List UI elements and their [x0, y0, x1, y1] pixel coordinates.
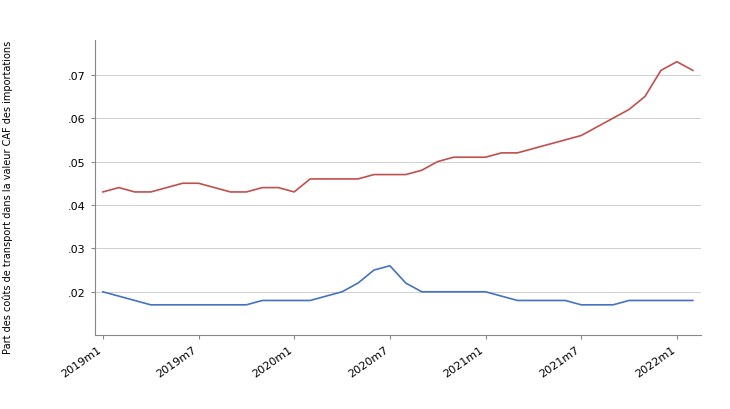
Marchandises conteneurisées — [99, 190, 107, 195]
Marchandises non conteneurisées — [545, 298, 553, 303]
Marchandises conteneurisées — [418, 169, 426, 173]
Marchandises non conteneurisées — [178, 303, 187, 308]
Marchandises non conteneurisées — [434, 290, 442, 294]
Line: Marchandises conteneurisées: Marchandises conteneurisées — [103, 63, 693, 193]
Marchandises conteneurisées — [178, 181, 187, 186]
Marchandises non conteneurisées — [210, 303, 219, 308]
Marchandises non conteneurisées — [385, 264, 394, 269]
Marchandises conteneurisées — [194, 181, 203, 186]
Marchandises non conteneurisées — [577, 303, 585, 308]
Marchandises conteneurisées — [609, 117, 618, 121]
Marchandises conteneurisées — [465, 155, 474, 160]
Marchandises conteneurisées — [593, 125, 602, 130]
Marchandises non conteneurisées — [513, 298, 522, 303]
Marchandises conteneurisées — [290, 190, 299, 195]
Marchandises non conteneurisées — [688, 298, 697, 303]
Marchandises conteneurisées — [672, 60, 681, 65]
Marchandises conteneurisées — [577, 134, 585, 139]
Marchandises conteneurisées — [242, 190, 251, 195]
Marchandises conteneurisées — [641, 95, 650, 100]
Marchandises non conteneurisées — [672, 298, 681, 303]
Marchandises non conteneurisées — [641, 298, 650, 303]
Marchandises conteneurisées — [210, 186, 219, 191]
Marchandises non conteneurisées — [99, 290, 107, 294]
Marchandises non conteneurisées — [146, 303, 155, 308]
Marchandises non conteneurisées — [593, 303, 602, 308]
Marchandises conteneurisées — [131, 190, 139, 195]
Marchandises non conteneurisées — [274, 298, 283, 303]
Marchandises conteneurisées — [115, 186, 123, 191]
Marchandises non conteneurisées — [306, 298, 315, 303]
Marchandises non conteneurisées — [258, 298, 266, 303]
Marchandises conteneurisées — [497, 151, 506, 156]
Marchandises non conteneurisées — [656, 298, 665, 303]
Marchandises non conteneurisées — [131, 298, 139, 303]
Marchandises conteneurisées — [561, 138, 569, 143]
Line: Marchandises non conteneurisées: Marchandises non conteneurisées — [103, 266, 693, 305]
Marchandises conteneurisées — [545, 142, 553, 147]
Marchandises conteneurisées — [322, 177, 331, 182]
Marchandises conteneurisées — [513, 151, 522, 156]
Marchandises conteneurisées — [434, 160, 442, 164]
Marchandises non conteneurisées — [194, 303, 203, 308]
Marchandises non conteneurisées — [449, 290, 458, 294]
Marchandises conteneurisées — [656, 69, 665, 74]
Marchandises conteneurisées — [449, 155, 458, 160]
Marchandises non conteneurisées — [242, 303, 251, 308]
Marchandises non conteneurisées — [481, 290, 490, 294]
Marchandises conteneurisées — [688, 69, 697, 74]
Marchandises non conteneurisées — [338, 290, 347, 294]
Marchandises non conteneurisées — [162, 303, 171, 308]
Marchandises conteneurisées — [306, 177, 315, 182]
Text: Part des coûts de transport dans la valeur CAF des importations: Part des coûts de transport dans la vale… — [2, 41, 12, 353]
Marchandises conteneurisées — [338, 177, 347, 182]
Marchandises non conteneurisées — [402, 281, 410, 286]
Marchandises conteneurisées — [625, 108, 634, 112]
Marchandises conteneurisées — [385, 173, 394, 178]
Marchandises conteneurisées — [146, 190, 155, 195]
Marchandises non conteneurisées — [418, 290, 426, 294]
Marchandises non conteneurisées — [497, 294, 506, 299]
Marchandises non conteneurisées — [609, 303, 618, 308]
Marchandises conteneurisées — [226, 190, 235, 195]
Marchandises non conteneurisées — [226, 303, 235, 308]
Marchandises non conteneurisées — [322, 294, 331, 299]
Marchandises conteneurisées — [402, 173, 410, 178]
Marchandises conteneurisées — [353, 177, 362, 182]
Marchandises conteneurisées — [369, 173, 378, 178]
Marchandises non conteneurisées — [529, 298, 538, 303]
Marchandises conteneurisées — [529, 147, 538, 152]
Marchandises non conteneurisées — [561, 298, 569, 303]
Marchandises non conteneurisées — [353, 281, 362, 286]
Marchandises conteneurisées — [258, 186, 266, 191]
Marchandises non conteneurisées — [369, 268, 378, 273]
Marchandises conteneurisées — [481, 155, 490, 160]
Marchandises non conteneurisées — [465, 290, 474, 294]
Marchandises conteneurisées — [162, 186, 171, 191]
Marchandises conteneurisées — [274, 186, 283, 191]
Marchandises non conteneurisées — [625, 298, 634, 303]
Marchandises non conteneurisées — [115, 294, 123, 299]
Marchandises non conteneurisées — [290, 298, 299, 303]
